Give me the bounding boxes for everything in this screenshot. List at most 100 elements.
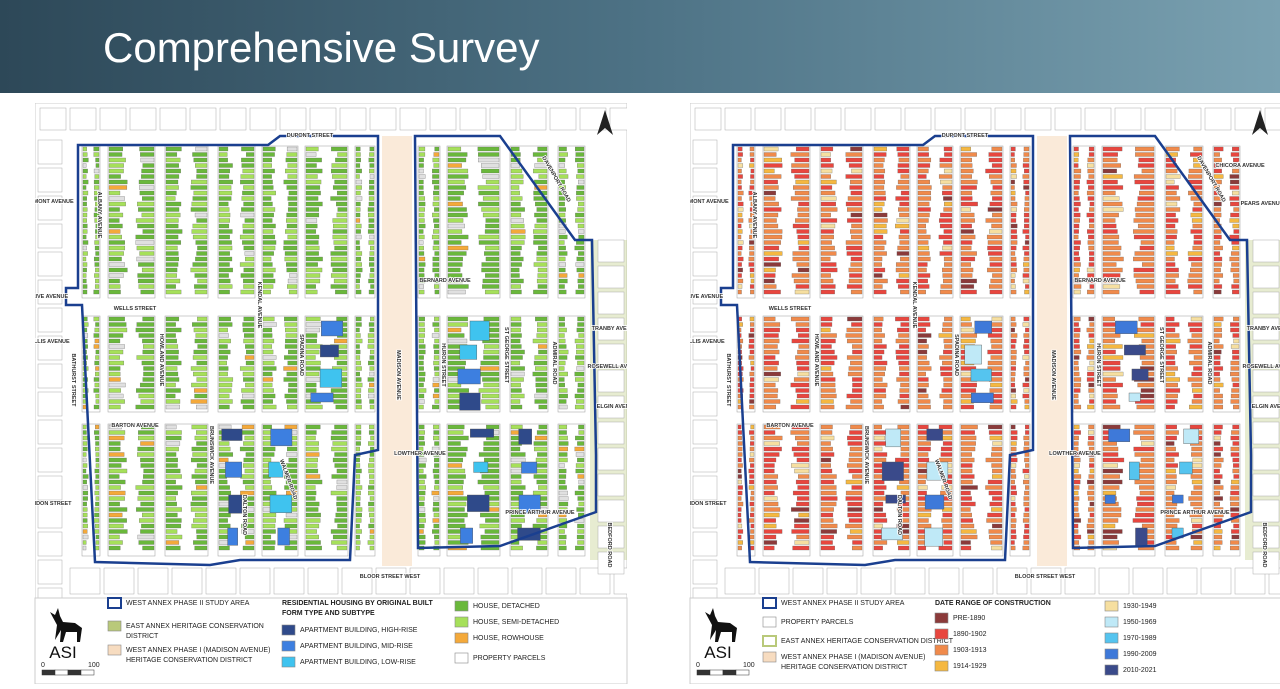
building xyxy=(218,441,230,446)
building xyxy=(763,245,780,251)
building xyxy=(194,512,208,518)
street-label: SPADINA ROAD xyxy=(953,334,959,376)
building xyxy=(262,289,271,295)
building xyxy=(917,507,932,512)
building xyxy=(355,355,361,360)
building xyxy=(190,507,208,512)
building xyxy=(242,240,255,245)
building xyxy=(108,278,120,284)
building xyxy=(1188,284,1203,289)
building xyxy=(796,399,810,404)
street-label: BATHURST STREET xyxy=(725,353,731,407)
building xyxy=(447,360,466,366)
building xyxy=(873,523,883,529)
building xyxy=(1025,284,1030,289)
parcel xyxy=(692,447,718,473)
building xyxy=(369,349,375,355)
building xyxy=(1232,273,1240,278)
building xyxy=(192,355,208,360)
building xyxy=(850,262,863,267)
parcel xyxy=(37,419,63,445)
building xyxy=(574,490,585,496)
building xyxy=(283,377,298,382)
building xyxy=(82,463,88,468)
building xyxy=(1073,490,1079,496)
building xyxy=(763,430,776,435)
building xyxy=(165,424,177,430)
building xyxy=(1087,168,1095,174)
building xyxy=(245,344,255,349)
building xyxy=(218,349,231,355)
building xyxy=(1102,518,1119,523)
building xyxy=(1191,479,1203,485)
building xyxy=(737,507,742,512)
building xyxy=(510,146,520,152)
building xyxy=(93,377,100,382)
building xyxy=(749,273,755,278)
building xyxy=(447,366,466,371)
building xyxy=(165,393,176,399)
building xyxy=(433,355,440,360)
building xyxy=(355,256,362,262)
building xyxy=(575,435,585,441)
building xyxy=(367,338,375,344)
apartment-building xyxy=(277,527,290,546)
building xyxy=(1073,512,1080,518)
building xyxy=(900,446,910,452)
building xyxy=(960,446,976,452)
building xyxy=(262,223,276,229)
building xyxy=(165,218,179,223)
building xyxy=(165,463,178,468)
building xyxy=(988,251,1003,256)
building xyxy=(418,371,426,377)
parcel xyxy=(249,107,277,131)
building xyxy=(1165,435,1177,441)
building xyxy=(482,174,500,179)
building xyxy=(748,218,755,223)
building xyxy=(367,344,375,349)
building xyxy=(368,240,375,245)
building xyxy=(942,507,953,512)
building xyxy=(335,404,348,410)
scale-bar xyxy=(735,669,750,676)
building xyxy=(246,349,255,355)
building xyxy=(960,223,972,229)
building xyxy=(1088,540,1095,545)
building xyxy=(369,146,375,152)
building xyxy=(1073,179,1080,185)
building xyxy=(558,196,566,201)
building xyxy=(95,540,100,545)
building xyxy=(1232,441,1240,446)
building xyxy=(368,322,375,327)
street-label: LOWTHER AVENUE xyxy=(394,451,446,457)
building xyxy=(533,262,548,267)
building xyxy=(1191,382,1203,388)
building xyxy=(368,201,375,207)
building xyxy=(108,349,124,355)
building xyxy=(262,163,272,168)
building xyxy=(873,251,887,256)
building xyxy=(960,229,974,234)
building xyxy=(795,355,810,360)
building xyxy=(218,545,230,551)
building xyxy=(846,338,863,344)
building xyxy=(1102,382,1123,388)
study-area-outline xyxy=(64,134,380,567)
building xyxy=(873,457,887,463)
building xyxy=(82,479,87,485)
parcel xyxy=(692,391,718,417)
parcel xyxy=(784,107,812,131)
building xyxy=(1213,207,1222,212)
building xyxy=(241,529,255,534)
building xyxy=(792,545,810,551)
building xyxy=(1165,430,1179,435)
building xyxy=(433,366,440,371)
building xyxy=(1190,212,1203,218)
building xyxy=(1190,229,1203,234)
building xyxy=(331,168,348,174)
building xyxy=(898,207,910,212)
building xyxy=(763,382,776,388)
building xyxy=(286,146,298,152)
building xyxy=(240,174,255,179)
building xyxy=(1023,267,1030,273)
